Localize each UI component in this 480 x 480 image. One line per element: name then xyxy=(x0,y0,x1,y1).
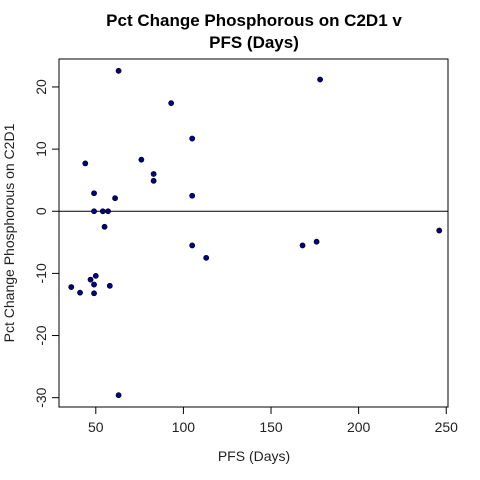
y-axis-label: Pct Change Phosphorous on C2D1 xyxy=(1,123,17,342)
y-tick-label: 10 xyxy=(33,141,49,157)
data-point xyxy=(99,208,106,215)
data-point xyxy=(168,100,175,107)
data-point xyxy=(138,156,145,163)
data-point xyxy=(189,192,196,199)
y-tick-label: -10 xyxy=(33,263,49,283)
chart-title-line-1: Pct Change Phosphorous on C2D1 v xyxy=(106,11,402,30)
data-point xyxy=(115,67,122,74)
y-axis: -30 -20 -10 0 10 20 xyxy=(33,79,60,408)
data-point xyxy=(189,242,196,249)
data-point xyxy=(92,272,99,279)
data-point xyxy=(313,238,320,245)
data-point xyxy=(189,135,196,142)
x-tick-label: 150 xyxy=(259,419,283,435)
data-point xyxy=(203,254,210,261)
data-point xyxy=(105,208,111,215)
y-tick-label: -30 xyxy=(33,387,49,407)
x-tick-label: 100 xyxy=(172,419,196,435)
x-tick-label: 250 xyxy=(435,419,459,435)
data-point xyxy=(77,289,83,296)
data-point xyxy=(91,290,97,297)
data-point xyxy=(91,208,97,215)
data-point xyxy=(106,282,113,289)
data-point xyxy=(91,190,97,197)
y-tick-label: 0 xyxy=(33,207,49,215)
x-tick-label: 50 xyxy=(88,419,104,435)
data-point xyxy=(112,195,118,202)
data-points xyxy=(68,67,443,399)
data-point xyxy=(115,392,122,399)
data-point xyxy=(150,171,157,177)
chart-title-line-2: PFS (Days) xyxy=(209,33,299,52)
x-axis-label: PFS (Days) xyxy=(218,448,290,464)
plot-frame xyxy=(58,58,449,408)
data-point xyxy=(436,227,443,234)
data-point xyxy=(299,242,306,249)
y-tick-label: -20 xyxy=(33,325,49,345)
data-point xyxy=(317,76,323,83)
y-tick-label: 20 xyxy=(33,79,49,95)
data-point xyxy=(150,177,157,184)
data-point xyxy=(87,276,94,283)
data-point xyxy=(82,160,89,167)
data-point xyxy=(68,284,75,290)
data-point xyxy=(101,223,108,230)
x-tick-label: 200 xyxy=(347,419,371,435)
x-axis: 50 100 150 200 250 xyxy=(88,406,459,435)
data-point xyxy=(91,281,97,288)
